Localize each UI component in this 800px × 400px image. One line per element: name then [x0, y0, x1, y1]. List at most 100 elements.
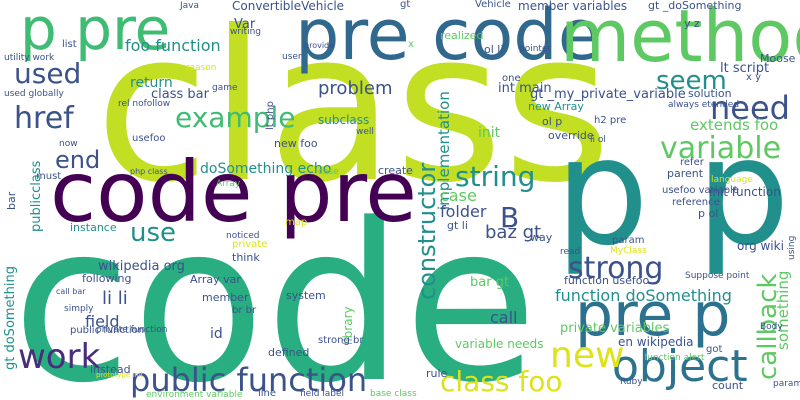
word-id: id: [210, 326, 223, 342]
word-li-li: li li: [102, 288, 128, 309]
word-member-variables: member variables: [518, 0, 628, 13]
word-game: li ol: [590, 135, 606, 145]
word-strong-br: strong br: [318, 335, 364, 346]
word-echo-bar: prototype init: [96, 371, 144, 379]
word-function-alert: lt php: [265, 101, 276, 130]
word-defined: defined: [268, 346, 310, 359]
word-php-class: php class: [130, 167, 168, 176]
word-must: must: [36, 171, 62, 182]
word-override: override: [548, 129, 594, 142]
word-field-label: field label: [300, 389, 345, 399]
word-variable: variable: [660, 131, 782, 166]
word-example: example: [175, 101, 296, 134]
word-reference: reference: [672, 197, 720, 208]
word-create: create: [378, 164, 413, 177]
word-call-bar: call bar: [56, 287, 86, 296]
word-foo-function: foo function: [125, 36, 221, 55]
word-gt-li: gt li: [447, 219, 468, 232]
word-public-function-small: public function: [70, 325, 145, 336]
word-strong: strong: [568, 251, 664, 286]
word-use: use: [130, 218, 177, 248]
word-string: string: [455, 160, 536, 193]
word-used: used: [14, 57, 82, 90]
word-rel-nofollow: rel nofollow: [118, 99, 171, 109]
word-x: realized: [440, 29, 484, 42]
word-array: Array: [216, 179, 241, 189]
word-int-main: int main: [498, 81, 552, 96]
word-function-dosomething: function doSomething: [555, 286, 732, 305]
word-utility-work: utility work: [4, 53, 55, 63]
word-variable-needs: variable needs: [455, 337, 544, 351]
word-case-small: read: [560, 247, 581, 257]
word-public-function: public function: [130, 361, 368, 399]
word-p-p: p p: [555, 106, 790, 278]
word-rule: rule: [426, 367, 448, 380]
word-org-wiki: org wiki: [737, 239, 784, 253]
word-object: object: [612, 341, 748, 392]
word-used-globally: used globally: [4, 89, 64, 99]
word-got: Body: [760, 322, 783, 332]
word-work: work: [18, 337, 101, 377]
word-p-pre: p pre: [20, 0, 171, 63]
word-something: something: [774, 270, 792, 350]
word-case: case: [440, 186, 477, 205]
word-member: member: [202, 291, 249, 304]
word-parameter-lists: using: [787, 235, 797, 260]
word-one: one: [502, 73, 521, 84]
word-subclass: subclass: [318, 113, 370, 127]
word-always-etended: provide: [304, 41, 335, 50]
word-instance: instance: [70, 221, 117, 234]
word-end: end: [55, 146, 101, 174]
word-suppose-point: MyClass: [610, 246, 647, 256]
word-folder: folder: [440, 202, 487, 221]
word-way: way: [530, 231, 553, 244]
word-well: well: [356, 127, 374, 137]
word-map: Ruby: [620, 377, 643, 387]
word-parent: parent: [667, 167, 704, 180]
word-code: code: [12, 178, 538, 400]
word-now: now: [59, 139, 78, 149]
word-environment-variable: environment variable: [146, 390, 243, 400]
word-ruby: function alert: [644, 353, 705, 363]
word-class: class: [95, 0, 612, 229]
word-provide: pointer: [519, 44, 552, 54]
word-code-pre: code pre: [50, 143, 417, 241]
word-following: following: [82, 272, 132, 285]
word-bar-gt: bar gt: [470, 275, 510, 290]
word-ol-li: ol li: [484, 43, 504, 56]
word-init: init: [478, 125, 501, 141]
word-line: line: [258, 388, 277, 399]
word-extends-foo: extends foo: [690, 116, 779, 134]
word-system: system: [286, 289, 326, 302]
word-user: writing: [230, 27, 262, 37]
word-href: href: [14, 101, 74, 136]
word-baz-gt: baz gt: [485, 222, 542, 243]
word-new-foo: new foo: [274, 137, 318, 150]
word-en-wikipedia: en wikipedia: [618, 335, 694, 349]
word-pointer: x: [408, 39, 414, 50]
word-using: language: [711, 175, 753, 185]
word-x-y: y z: [684, 17, 700, 30]
word-call: call: [490, 308, 518, 327]
word-new-array: new Array: [528, 100, 584, 113]
word-read: always etended: [668, 100, 740, 110]
word-refer: refer: [680, 157, 704, 168]
word-B: B: [500, 201, 520, 234]
word-return: return: [130, 75, 173, 91]
word-instead: instead: [90, 363, 131, 376]
word-usefoo-variable: usefoo variable: [662, 185, 739, 196]
word-class-bar: class bar: [151, 87, 209, 102]
word-seem: seem: [656, 66, 727, 96]
word-gt-dosomething-1: gt _doSomething: [648, 0, 742, 12]
word-moose: Moose: [760, 52, 796, 65]
word-wikipedia-org: wikipedia org: [98, 259, 185, 274]
word-field: field: [85, 312, 120, 331]
word-problem: problem: [318, 78, 393, 99]
word-need: need: [710, 89, 790, 127]
word-var: Var: [234, 17, 256, 32]
word-li-ol: x y: [746, 72, 762, 83]
word-private-variables: private variables: [560, 321, 670, 336]
word-usefoo: usefoo: [132, 133, 166, 144]
word-lt-script: lt script: [720, 61, 770, 76]
